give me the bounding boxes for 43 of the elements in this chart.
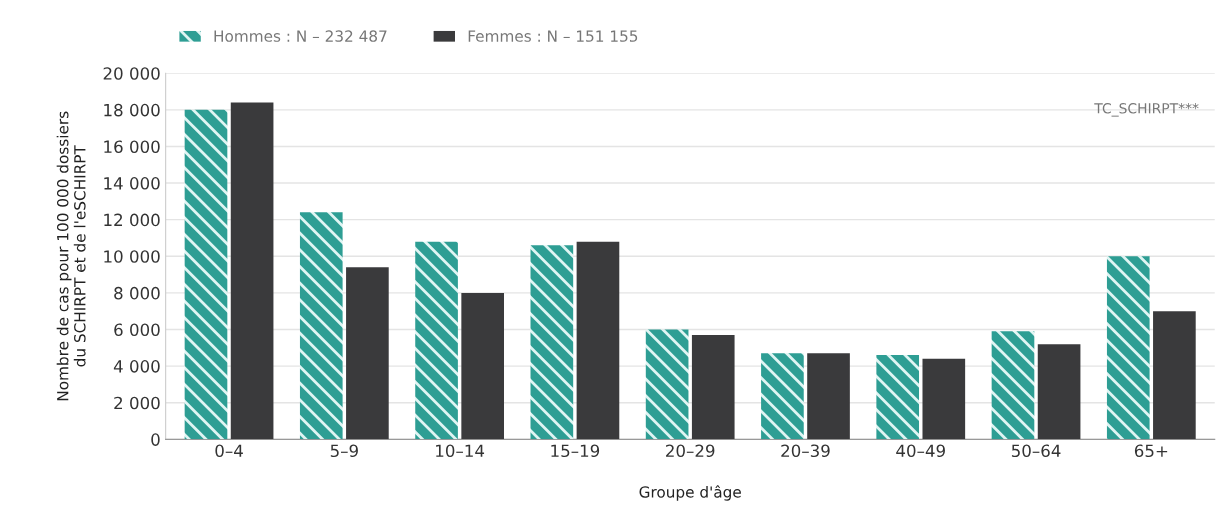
x-tick-label: 0–4 bbox=[215, 444, 243, 458]
y-tick-label: 0 bbox=[151, 433, 160, 446]
bar bbox=[576, 241, 620, 440]
x-tick-label: 15–19 bbox=[551, 444, 600, 458]
x-tick-label: 20–29 bbox=[666, 444, 715, 458]
bar bbox=[1153, 311, 1196, 440]
y-tick-label: 10 000 bbox=[104, 250, 160, 263]
y-tick-label: 20 000 bbox=[103, 67, 160, 80]
annotation: TC_SCHIRPT*** bbox=[1094, 103, 1199, 117]
y-tick-label: 12 000 bbox=[104, 213, 160, 227]
bar bbox=[761, 353, 804, 440]
bar bbox=[1106, 256, 1150, 440]
y-tick-label: 4 000 bbox=[113, 360, 160, 373]
x-axis-title: Groupe d'âge bbox=[639, 485, 741, 501]
bar bbox=[876, 355, 920, 440]
y-tick-label: 16 000 bbox=[104, 140, 160, 154]
legend-label: Femmes : N – 151 155 bbox=[468, 30, 638, 42]
legend-label: Hommes : N – 232 487 bbox=[214, 30, 387, 42]
y-tick-label: 14 000 bbox=[104, 177, 160, 190]
bar bbox=[922, 358, 966, 440]
bar bbox=[346, 267, 389, 440]
bar bbox=[230, 102, 274, 440]
x-tick-label: 65+ bbox=[1134, 444, 1168, 458]
bar bbox=[530, 245, 574, 440]
bar bbox=[415, 241, 458, 440]
x-tick-label: 5–9 bbox=[330, 444, 358, 458]
bar bbox=[184, 109, 228, 440]
bar bbox=[645, 329, 689, 440]
bar bbox=[991, 331, 1035, 440]
x-tick-label: 50–64 bbox=[1011, 444, 1061, 458]
x-tick-label: 40–49 bbox=[896, 444, 945, 458]
bar bbox=[807, 353, 850, 440]
y-tick-label: 8 000 bbox=[114, 286, 160, 300]
bar bbox=[461, 292, 504, 440]
bar bbox=[299, 212, 343, 440]
y-tick-label: 18 000 bbox=[104, 103, 160, 117]
y-tick-label: 2 000 bbox=[114, 396, 160, 410]
x-tick-label: 20–39 bbox=[781, 444, 830, 458]
bar bbox=[1037, 344, 1081, 440]
y-tick-label: 6 000 bbox=[114, 323, 160, 337]
bar bbox=[691, 334, 735, 440]
x-tick-label: 10–14 bbox=[436, 444, 485, 458]
y-axis-title: Nombre de cas pour 100 000 dossiers du SCHIRPT et de l'eSCHIRPT bbox=[56, 111, 86, 401]
